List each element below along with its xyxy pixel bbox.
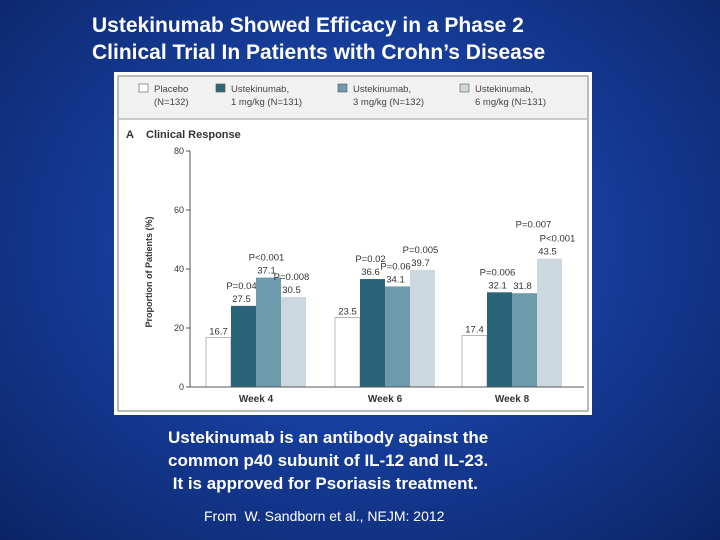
legend-swatch	[138, 83, 149, 93]
bar	[487, 292, 512, 387]
y-tick-label: 60	[174, 205, 184, 215]
x-tick-label: Week 6	[368, 394, 403, 405]
p-value-label: P<0.001	[540, 234, 576, 245]
slide-title: Ustekinumab Showed Efficacy in a Phase 2…	[92, 12, 652, 66]
bar	[512, 293, 537, 387]
p-value-label: P=0.006	[480, 267, 516, 278]
bar-group: 17.4 32.1 P=0.006 31.8 43.5 P=0.007	[461, 220, 562, 388]
y-tick-label: 20	[174, 323, 184, 333]
figure-panel: Placebo (N=132) Ustekinumab, 1 mg/kg (N=131…	[114, 72, 592, 415]
bar	[205, 337, 232, 388]
bar-value-label: 32.1	[488, 280, 507, 291]
bar-value-label: 23.5	[338, 307, 357, 318]
bar-value-label: 36.6	[361, 267, 380, 278]
legend-label: Ustekinumab,	[231, 84, 289, 95]
bar-value-label: 27.5	[232, 294, 251, 305]
legend-label: 3 mg/kg (N=132)	[353, 97, 424, 108]
p-value-label: P=0.008	[274, 272, 310, 283]
slide-title-line-1: Ustekinumab Showed Efficacy in a Phase 2	[92, 14, 524, 37]
y-tick-label: 0	[179, 382, 184, 392]
legend-area	[119, 77, 587, 119]
citation: From W. Sandborn et al., NEJM: 2012	[204, 508, 445, 524]
p-value-label: P=0.04	[226, 281, 256, 292]
chart-legend: Placebo (N=132) Ustekinumab, 1 mg/kg (N=131…	[138, 83, 546, 108]
p-value-label: P=0.06	[380, 261, 410, 272]
bar-value-label: 37.1	[257, 266, 276, 277]
bar-value-label: 30.5	[282, 285, 301, 296]
bar-value-label: 16.7	[209, 327, 228, 338]
legend-label: 1 mg/kg (N=131)	[231, 97, 302, 108]
bar	[256, 277, 281, 387]
bar	[231, 305, 256, 387]
slide-title-line-2: Clinical Trial In Patients with Crohn’s …	[92, 41, 546, 64]
legend-swatch	[459, 83, 470, 93]
p-value-label: P=0.005	[403, 245, 439, 256]
legend-label: 6 mg/kg (N=131)	[475, 97, 546, 108]
clinical-response-chart: Placebo (N=132) Ustekinumab, 1 mg/kg (N=131…	[117, 75, 589, 412]
bar-value-label: 34.1	[386, 274, 405, 285]
x-tick-label: Week 4	[239, 394, 274, 405]
bar	[385, 286, 410, 387]
legend-swatch	[215, 83, 226, 93]
p-value-label: P<0.001	[249, 253, 285, 264]
bar-value-label: 43.5	[538, 247, 557, 258]
legend-label: Ustekinumab,	[353, 84, 411, 95]
legend-label: Placebo	[154, 84, 188, 95]
bar-value-label: 17.4	[465, 325, 484, 336]
bar	[360, 279, 385, 387]
x-tick-label: Week 8	[495, 394, 530, 405]
p-value-label: P=0.02	[355, 254, 385, 265]
legend-label: Ustekinumab,	[475, 84, 533, 95]
caption-line-1: Ustekinumab is an antibody against the	[168, 428, 489, 447]
y-tick-label: 40	[174, 264, 184, 274]
slide-caption: Ustekinumab is an antibody against the c…	[168, 426, 588, 495]
bar	[537, 258, 562, 387]
caption-line-3: It is approved for Psoriasis treatment.	[168, 474, 478, 493]
caption-line-2: common p40 subunit of IL-12 and IL-23.	[168, 451, 489, 470]
chart-title: Clinical Response	[146, 129, 241, 141]
panel-label: A	[126, 129, 134, 141]
p-value-label: P=0.007	[516, 220, 552, 231]
bar	[281, 297, 306, 387]
legend-swatch	[337, 83, 348, 93]
bar	[334, 317, 361, 388]
bar	[461, 335, 488, 388]
bar	[410, 269, 435, 387]
y-tick-label: 80	[174, 146, 184, 156]
x-axis-labels: Week 4 Week 6 Week 8	[239, 394, 530, 405]
y-axis-label: Proportion of Patients (%)	[144, 217, 154, 328]
bar-value-label: 39.7	[411, 258, 430, 269]
legend-label: (N=132)	[154, 97, 189, 108]
bar-value-label: 31.8	[513, 281, 532, 292]
y-axis-ticks: 0 20 40 60 80	[174, 146, 190, 392]
